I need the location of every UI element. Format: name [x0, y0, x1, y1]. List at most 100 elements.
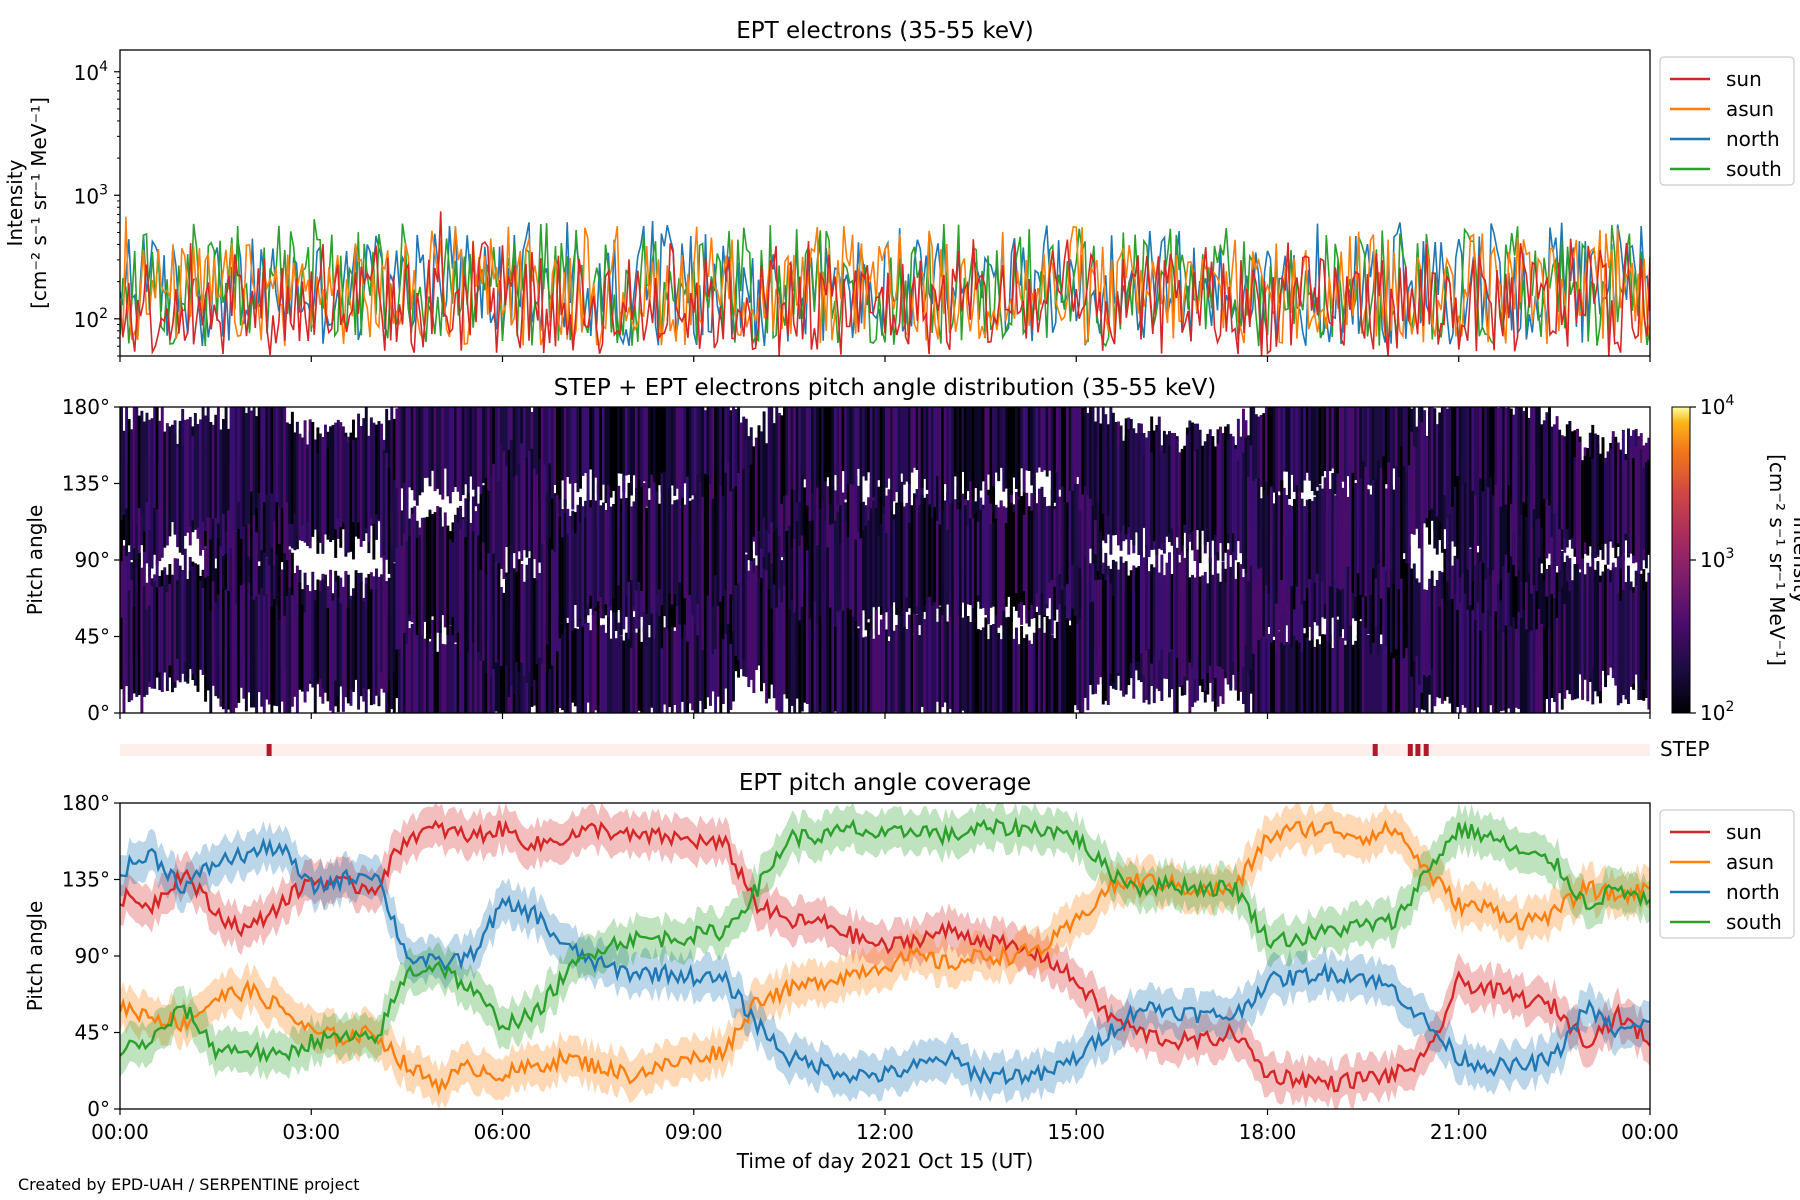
heatmap-cell: [397, 543, 401, 650]
heatmap-cell: [1081, 521, 1085, 637]
heatmap-cell: [1305, 625, 1309, 713]
heatmap-cell: [650, 604, 654, 708]
heatmap-cell: [933, 505, 937, 607]
heatmap-cell: [1634, 585, 1638, 675]
heatmap-cell: [1560, 587, 1564, 710]
heatmap-cell: [155, 465, 159, 566]
heatmap-cell: [392, 563, 396, 673]
heatmap-cell: [520, 443, 524, 561]
heatmap-cell: [1550, 594, 1554, 698]
heatmap-cell: [1443, 407, 1447, 496]
heatmap-cell: [191, 435, 195, 521]
heatmap-cell: [1545, 474, 1549, 559]
legend-label-south: south: [1726, 910, 1782, 934]
heatmap-cell: [678, 542, 682, 625]
heatmap-cell: [1395, 620, 1398, 713]
heatmap-cell: [543, 407, 547, 500]
heatmap-cell: [1150, 452, 1154, 550]
heatmap-cell: [1277, 631, 1281, 713]
heatmap-cell: [1389, 540, 1393, 653]
heatmap-cell: [622, 640, 626, 713]
heatmap-cell: [1226, 549, 1230, 685]
heatmap-cell: [981, 407, 985, 482]
heatmap-cell: [821, 407, 825, 501]
heatmap-cell: [1468, 548, 1472, 650]
heatmap-cell: [660, 473, 664, 606]
heatmap-cell: [464, 537, 468, 639]
heatmap-cell: [681, 497, 684, 603]
heatmap-cell: [716, 499, 720, 607]
heatmap-cell: [1216, 573, 1220, 666]
heatmap-cell: [1392, 407, 1396, 469]
heatmap-cell: [1440, 598, 1444, 704]
heatmap-cell: [1111, 595, 1115, 683]
heatmap-cell: [1009, 502, 1013, 622]
heatmap-cell: [1173, 439, 1177, 539]
heatmap-cell: [1270, 407, 1273, 510]
heatmap-cell: [1145, 437, 1149, 546]
heatmap-cell: [928, 596, 932, 713]
heatmap-cell: [859, 538, 863, 630]
heatmap-cell: [936, 407, 939, 476]
heatmap-cell: [1415, 578, 1419, 657]
heatmap-cell: [1525, 541, 1528, 667]
footer-credit: Created by EPD-UAH / SERPENTINE project: [18, 1175, 360, 1194]
legend-label-sun: sun: [1726, 67, 1762, 91]
heatmap-cell: [517, 464, 521, 552]
heatmap-cell: [515, 571, 519, 663]
heatmap-cell: [270, 461, 274, 585]
heatmap-cell: [1576, 429, 1579, 564]
heatmap-cell: [499, 641, 503, 713]
heatmap-cell: [1463, 593, 1467, 708]
heatmap-cell: [188, 570, 192, 669]
heatmap-cell: [1476, 602, 1480, 708]
heatmap-cell: [1071, 608, 1075, 713]
heatmap-cell: [1616, 593, 1620, 706]
heatmap-cell: [1428, 578, 1432, 676]
heatmap-cell: [464, 614, 468, 713]
heatmap-cell: [454, 644, 457, 713]
heatmap-cell: [849, 525, 853, 637]
heatmap-cell: [630, 516, 633, 648]
heatmap-cell: [581, 605, 585, 713]
heatmap-cell: [1264, 481, 1268, 586]
heatmap-cell: [1341, 638, 1345, 713]
heatmap-cell: [1366, 635, 1370, 713]
heatmap-cell: [1318, 485, 1322, 608]
heatmap-cell: [724, 550, 728, 634]
heatmap-cell: [311, 592, 315, 688]
heatmap-cell: [579, 407, 582, 489]
heatmap-cell: [734, 542, 738, 656]
heatmap-cell: [604, 509, 608, 605]
heatmap-cell: [1078, 407, 1082, 511]
heatmap-cell: [1532, 615, 1536, 713]
heatmap-cell: [1486, 448, 1490, 568]
heatmap-cell: [586, 407, 590, 502]
heatmap-cell: [1254, 414, 1258, 511]
heatmap-cell: [489, 474, 493, 568]
heatmap-cell: [1055, 407, 1059, 473]
heatmap-cell: [678, 599, 682, 713]
heatmap-cell: [1015, 627, 1018, 713]
heatmap-cell: [999, 407, 1003, 468]
heatmap-cell: [1326, 627, 1330, 713]
heatmap-cell: [1099, 579, 1103, 678]
heatmap-cell: [719, 613, 723, 713]
heatmap-cell: [658, 614, 661, 713]
heatmap-cell: [635, 632, 639, 713]
heatmap-cell: [721, 496, 725, 596]
heatmap-cell: [1236, 562, 1240, 658]
heatmap-cell: [1647, 459, 1650, 555]
heatmap-cell: [1632, 457, 1636, 556]
heatmap-cell: [130, 580, 134, 701]
heatmap-cell: [846, 607, 850, 713]
heatmap-cell: [234, 407, 238, 531]
heatmap-cell: [456, 609, 460, 713]
heatmap-cell: [969, 518, 973, 606]
heatmap-cell: [1494, 475, 1498, 584]
heatmap-cell: [915, 498, 919, 607]
heatmap-cell: [584, 618, 588, 713]
heatmap-cell: [729, 410, 733, 519]
heatmap-cell: [474, 407, 478, 507]
